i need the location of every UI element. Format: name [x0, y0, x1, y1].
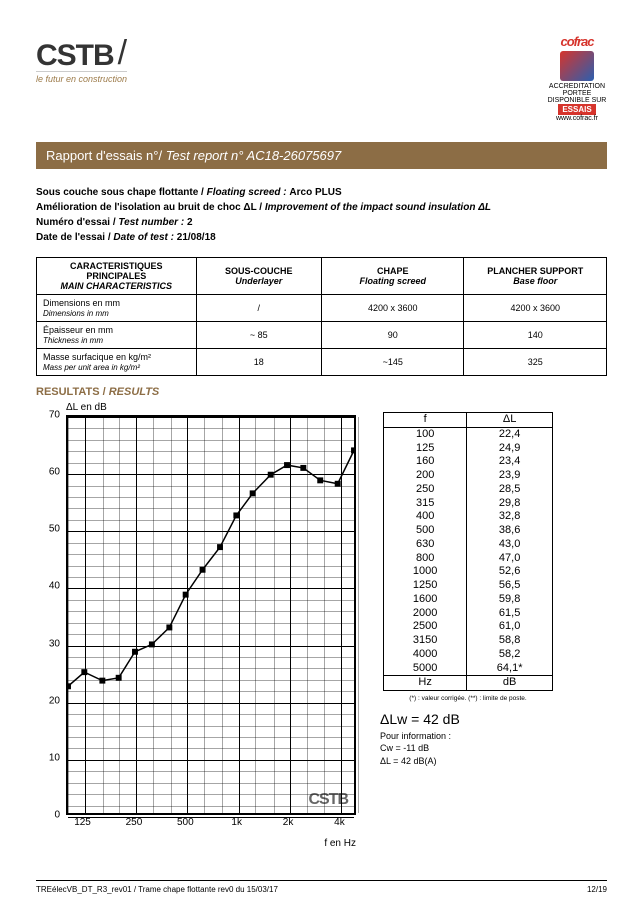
- meta-block: Sous couche sous chape flottante / Float…: [36, 185, 607, 245]
- cofrac-text: cofrac: [547, 34, 607, 49]
- cofrac-essais: ESSAIS: [558, 104, 595, 115]
- title-en: Test report n°: [166, 148, 247, 163]
- logo-left: CSTB / le futur en construction: [36, 34, 127, 84]
- r1c: /: [196, 295, 321, 322]
- r3a: Masse surfacique en kg/m²: [43, 352, 151, 362]
- cofrac-logo: cofrac ACCREDITATION PORTEE DISPONIBLE S…: [547, 34, 607, 122]
- th4-fr: PLANCHER SUPPORT: [470, 266, 600, 276]
- r2b: Thickness in mm: [43, 336, 103, 345]
- r1d: 4200 x 3600: [321, 295, 464, 322]
- meta-l3a: Numéro d'essai /: [36, 217, 118, 228]
- summary: ΔLw = 42 dB Pour information : Cw = -11 …: [380, 710, 568, 767]
- th2-en: Underlayer: [203, 276, 315, 286]
- characteristics-table: CARACTERISTIQUES PRINCIPALESMAIN CHARACT…: [36, 257, 607, 376]
- header: CSTB / le futur en construction cofrac A…: [36, 34, 607, 122]
- summary-c2: ΔL = 42 dB(A): [380, 755, 568, 768]
- logo-text: CSTB: [36, 39, 114, 73]
- cofrac-accred: ACCREDITATION: [547, 83, 607, 90]
- meta-l2b: Improvement of the impact sound insulati…: [265, 202, 491, 213]
- meta-l1c: Arco PLUS: [289, 187, 341, 198]
- xlabel: f en Hz: [66, 838, 356, 849]
- cofrac-url: www.cofrac.fr: [547, 115, 607, 122]
- meta-l4b: Date of test :: [113, 232, 176, 243]
- r1b: Dimensions in mm: [43, 309, 109, 318]
- cofrac-icon: [560, 51, 594, 81]
- cofrac-small: PORTEE DISPONIBLE SUR: [547, 90, 607, 104]
- r2d: 90: [321, 322, 464, 349]
- frequency-table: fΔL10022,412524,916023,420023,925028,531…: [383, 412, 553, 691]
- r3b: Mass per unit area in kg/m²: [43, 363, 140, 372]
- th2-fr: SOUS-COUCHE: [203, 266, 315, 276]
- title-num: AC18-26075697: [247, 148, 342, 163]
- footer: TREélecVB_DT_R3_rev01 / Trame chape flot…: [36, 880, 607, 894]
- res-fr: RESULTATS /: [36, 386, 109, 398]
- th1-fr: CARACTERISTIQUES PRINCIPALES: [43, 261, 190, 281]
- r3d: ~145: [321, 349, 464, 376]
- chart: 010203040506070 CSTB 1252505001k2k4k f e…: [36, 415, 356, 835]
- r2c: ~ 85: [196, 322, 321, 349]
- meta-l4a: Date de l'essai /: [36, 232, 113, 243]
- meta-l1b: Floating screed :: [207, 187, 290, 198]
- th1-en: MAIN CHARACTERISTICS: [43, 281, 190, 291]
- summary-info: Pour information :: [380, 730, 568, 743]
- meta-l4c: 21/08/18: [177, 232, 216, 243]
- ylabel: ΔL en dB: [66, 402, 356, 413]
- title-fr: Rapport d'essais n°/: [46, 148, 166, 163]
- r2e: 140: [464, 322, 607, 349]
- summary-c1: Cw = -11 dB: [380, 742, 568, 755]
- meta-l3b: Test number :: [118, 217, 187, 228]
- r3c: 18: [196, 349, 321, 376]
- th3-fr: CHAPE: [328, 266, 458, 276]
- r3e: 325: [464, 349, 607, 376]
- footer-right: 12/19: [587, 885, 607, 894]
- footer-left: TREélecVB_DT_R3_rev01 / Trame chape flot…: [36, 885, 278, 894]
- meta-l3c: 2: [187, 217, 193, 228]
- meta-l2a: Amélioration de l'isolation au bruit de …: [36, 202, 265, 213]
- logo-slash: /: [118, 34, 127, 73]
- summary-main: ΔLw = 42 dB: [380, 710, 568, 730]
- results-header: RESULTATS / RESULTS: [36, 386, 607, 398]
- th3-en: Floating screed: [328, 276, 458, 286]
- r1e: 4200 x 3600: [464, 295, 607, 322]
- th4-en: Base floor: [470, 276, 600, 286]
- res-en: RESULTS: [109, 386, 160, 398]
- meta-l1a: Sous couche sous chape flottante /: [36, 187, 207, 198]
- freq-notes: (*) : valeur corrigée. (**) : limite de …: [368, 695, 568, 702]
- title-bar: Rapport d'essais n°/ Test report n° AC18…: [36, 142, 607, 169]
- r2a: Épaisseur en mm: [43, 325, 113, 335]
- r1a: Dimensions en mm: [43, 298, 120, 308]
